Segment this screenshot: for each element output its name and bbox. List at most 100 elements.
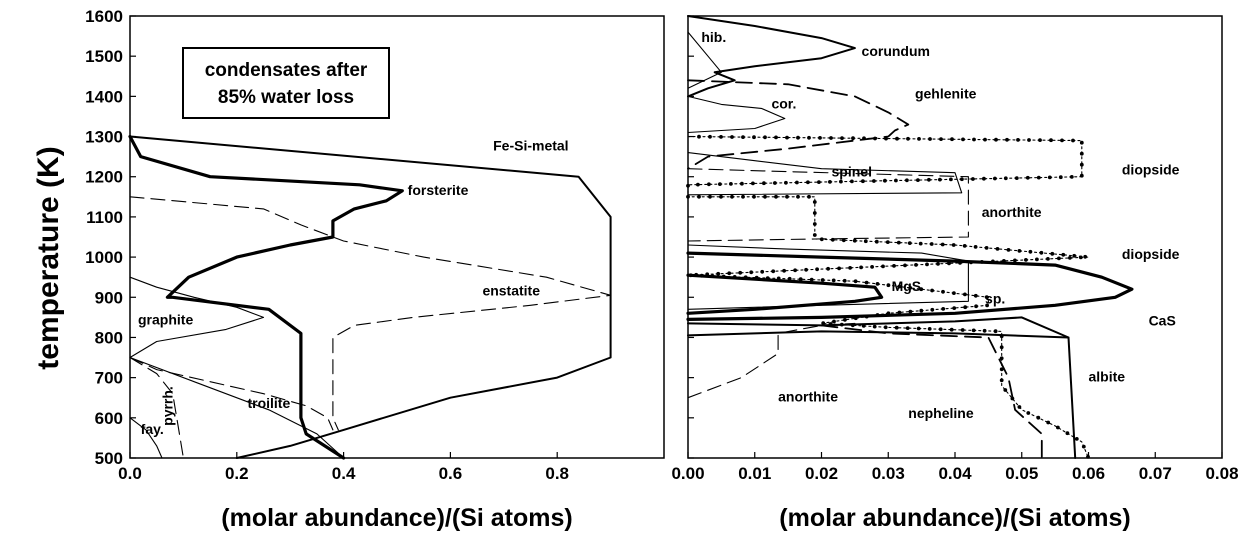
diopside-marker bbox=[908, 286, 913, 290]
series-spinel bbox=[687, 152, 963, 196]
diopside-marker bbox=[863, 239, 868, 244]
y-tick-label: 500 bbox=[95, 449, 123, 468]
diopside-marker bbox=[872, 179, 876, 183]
diopside-marker bbox=[897, 284, 902, 289]
diopside-marker bbox=[930, 307, 935, 312]
left-x-axis-label: (molar abundance)/(Si atoms) bbox=[221, 504, 572, 532]
diopside-marker bbox=[1027, 138, 1031, 142]
diopside-marker bbox=[812, 211, 817, 215]
diopside-marker bbox=[960, 328, 965, 332]
diopside-marker bbox=[971, 177, 975, 181]
legend-box bbox=[182, 47, 390, 119]
annotation-troilite: troilite bbox=[247, 395, 290, 411]
diopside-marker bbox=[1046, 257, 1050, 261]
diopside-marker bbox=[848, 266, 852, 270]
diopside-marker bbox=[892, 264, 896, 268]
x-tick-label: 0.6 bbox=[439, 464, 463, 483]
diopside-marker bbox=[1060, 138, 1064, 143]
diopside-marker bbox=[1079, 151, 1084, 156]
annotation-spinel: spinel bbox=[832, 164, 872, 180]
diopside-marker bbox=[961, 137, 965, 142]
diopside-marker bbox=[843, 318, 847, 322]
diopside-marker bbox=[730, 194, 734, 199]
diopside-marker bbox=[1071, 138, 1075, 143]
annotation-cor-: cor. bbox=[771, 95, 796, 111]
diopside-marker bbox=[785, 194, 789, 199]
left-annotations: Fe-Si-metal forsterite enstatite graphite tr… bbox=[138, 138, 569, 437]
diopside-marker bbox=[938, 327, 943, 332]
diopside-marker bbox=[995, 247, 1000, 251]
diopside-marker bbox=[851, 136, 855, 141]
diopside-marker bbox=[828, 180, 832, 184]
series-mgs bbox=[686, 273, 884, 315]
diopside-marker bbox=[840, 136, 844, 141]
diopside-marker bbox=[951, 243, 956, 247]
right-x-axis-label: (molar abundance)/(Si atoms) bbox=[779, 504, 1130, 532]
x-tick-label: 0.07 bbox=[1139, 464, 1172, 483]
diopside-marker bbox=[984, 246, 989, 250]
annotation-mgs: MgS bbox=[892, 278, 922, 294]
diopside-marker bbox=[1078, 255, 1083, 260]
diopside-marker bbox=[842, 278, 847, 283]
diopside-marker bbox=[993, 329, 998, 334]
diopside-marker bbox=[1058, 175, 1063, 180]
diopside-marker bbox=[1047, 175, 1052, 180]
diopside-marker bbox=[916, 326, 921, 331]
series-fe-si-metal bbox=[129, 135, 612, 459]
diopside-marker bbox=[894, 325, 899, 330]
diopside-marker bbox=[971, 328, 976, 333]
diopside-marker bbox=[807, 194, 811, 199]
annotation-fe-si-metal: Fe-Si-metal bbox=[493, 138, 568, 154]
left-ticks: 0.0 0.2 0.4 0.6 0.8 500 600 700 800 900 1000 1100 12… bbox=[85, 7, 569, 483]
diopside-marker bbox=[962, 244, 967, 248]
diopside-marker bbox=[741, 135, 745, 140]
right-series bbox=[686, 15, 1134, 459]
diopside-marker bbox=[918, 241, 923, 246]
annotation-albite: albite bbox=[1089, 369, 1126, 385]
diopside-marker bbox=[925, 262, 929, 267]
annotation-pyrrh-: pyrrh. bbox=[160, 386, 176, 426]
series-gehlenite bbox=[687, 79, 910, 170]
y-tick-label: 1100 bbox=[86, 208, 123, 227]
diopside-marker bbox=[919, 308, 924, 313]
diopside-marker bbox=[949, 327, 954, 332]
diopside-marker bbox=[949, 177, 953, 182]
diopside-marker bbox=[697, 194, 701, 199]
diopside-marker bbox=[1003, 176, 1008, 181]
diopside-marker bbox=[853, 279, 858, 284]
diopside-marker bbox=[763, 135, 767, 140]
y-tick-label: 1000 bbox=[85, 248, 123, 267]
box-text-line-1: condensates after bbox=[205, 60, 368, 81]
diopside-marker bbox=[820, 278, 825, 282]
diopside-marker bbox=[927, 327, 932, 331]
x-tick-label: 0.03 bbox=[872, 464, 905, 483]
diopside-marker bbox=[829, 136, 833, 140]
x-tick-label: 0.2 bbox=[225, 464, 249, 483]
diopside-marker bbox=[983, 137, 987, 142]
x-tick-label: 0.8 bbox=[545, 464, 569, 483]
diopside-marker bbox=[1036, 175, 1041, 180]
diopside-marker bbox=[815, 267, 819, 272]
diopside-marker bbox=[740, 181, 744, 186]
diopside-marker bbox=[940, 242, 945, 247]
diopside-marker bbox=[1036, 415, 1041, 420]
annotation-nepheline: nepheline bbox=[908, 405, 974, 421]
diopside-marker bbox=[1057, 256, 1061, 261]
diopside-marker bbox=[862, 136, 866, 141]
diopside-marker bbox=[973, 245, 978, 249]
diopside-marker bbox=[798, 277, 803, 282]
diopside-marker bbox=[812, 200, 817, 204]
y-tick-label: 1400 bbox=[85, 87, 123, 106]
diopside-marker bbox=[1017, 249, 1022, 253]
series-pyrrh- bbox=[129, 356, 184, 459]
diopside-marker bbox=[861, 179, 865, 184]
diopside-marker bbox=[952, 291, 956, 295]
y-tick-label: 900 bbox=[95, 288, 123, 307]
diopside-marker bbox=[696, 182, 700, 187]
diopside-marker bbox=[874, 239, 879, 244]
annotation-corundum: corundum bbox=[862, 43, 930, 59]
y-tick-label: 1200 bbox=[85, 168, 123, 187]
diopside-marker bbox=[994, 137, 998, 142]
y-tick-label: 700 bbox=[95, 369, 123, 388]
